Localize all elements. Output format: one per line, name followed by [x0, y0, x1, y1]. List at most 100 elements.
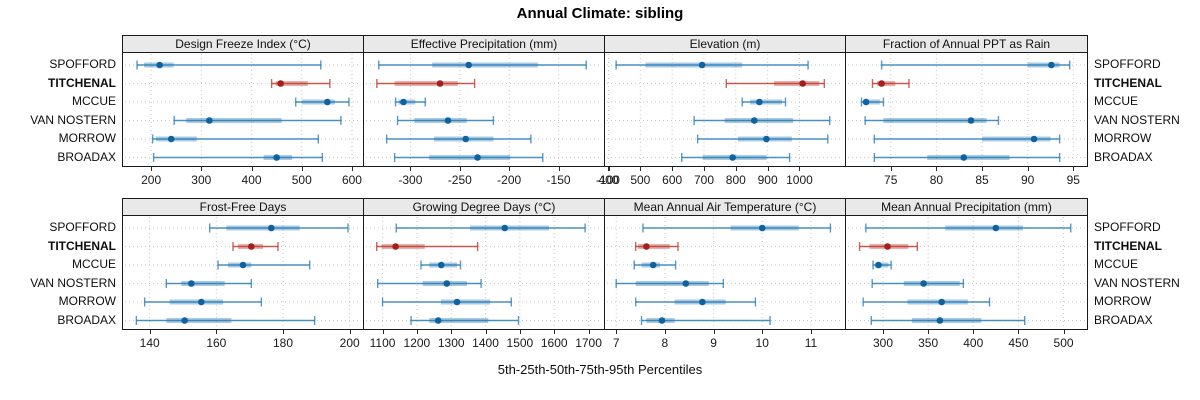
median-dot	[992, 224, 1000, 232]
x-axis-tick-label: 1500	[506, 336, 534, 350]
x-axis-tick-label: -200	[497, 173, 522, 187]
x-axis-tick-label: 200	[339, 336, 360, 350]
median-dot	[501, 224, 509, 232]
x-axis-tick-label: 8	[661, 336, 669, 350]
site-series	[880, 60, 1071, 70]
x-axis-tick-label: 600	[662, 173, 683, 187]
panel-strip: Effective Precipitation (mm)	[363, 35, 605, 53]
median-dot	[465, 61, 472, 69]
axis-tick	[451, 330, 453, 334]
axis-tick	[973, 330, 975, 334]
x-axis-tick-label: 500	[291, 173, 312, 187]
x-axis-tick-label: 1300	[437, 336, 465, 350]
median-dot	[277, 80, 284, 87]
x-axis-tick-label: 400	[241, 173, 262, 187]
panel-plot	[363, 52, 605, 167]
panel-strip-title: Elevation (m)	[689, 37, 761, 51]
axis-tick	[640, 167, 642, 171]
panel-strip-title: Mean Annual Air Temperature (°C)	[633, 200, 817, 214]
panel-plot-svg	[366, 217, 602, 328]
median-dot	[453, 298, 461, 306]
site-series	[395, 223, 586, 233]
median-dot	[698, 61, 706, 69]
panel-strip-title: Growing Degree Days (°C)	[412, 200, 556, 214]
site-label-right: BROADAX	[1094, 149, 1153, 164]
axis-tick	[416, 330, 418, 334]
site-series	[634, 242, 679, 251]
site-series	[615, 60, 809, 70]
median-dot	[1048, 61, 1055, 69]
median-dot	[763, 135, 770, 143]
site-label-right: SPOFFORD	[1094, 57, 1161, 71]
site-series	[873, 153, 1061, 162]
site-series	[410, 316, 520, 325]
x-axis-tick-label: 10	[755, 336, 769, 350]
site-label-right: TITCHENAL	[1094, 75, 1162, 90]
x-axis-tick-label: 300	[872, 336, 894, 350]
site-series	[270, 79, 331, 88]
site-label-left: MORROW	[58, 294, 116, 308]
median-dot	[884, 243, 891, 250]
median-dot	[699, 298, 706, 306]
site-label-left: MORROW	[58, 131, 116, 145]
axis-tick	[664, 330, 666, 334]
panel-strip: Mean Annual Air Temperature (°C)	[604, 198, 846, 216]
site-label-right: MORROW	[1094, 131, 1152, 145]
x-axis-tick-label: 75	[884, 173, 898, 187]
median-dot	[643, 243, 650, 250]
axis-tick	[151, 167, 153, 171]
median-dot	[758, 224, 766, 232]
x-axis-tick-label: 900	[757, 173, 778, 187]
median-dot	[960, 154, 968, 161]
median-dot	[682, 280, 690, 287]
median-dot	[156, 61, 163, 69]
median-dot	[206, 117, 213, 124]
median-dot	[443, 280, 451, 287]
site-label-left: MCCUE	[72, 94, 116, 108]
x-axis-tick-label: 700	[693, 173, 714, 187]
median-dot	[181, 317, 188, 324]
site-label-left: VAN NOSTERN	[30, 275, 116, 290]
median-dot	[198, 298, 205, 306]
median-dot	[875, 261, 882, 269]
panel-strip-title: Frost-Free Days	[199, 200, 287, 214]
site-series	[135, 316, 316, 325]
site-label-right: MCCUE	[1094, 94, 1138, 108]
site-series	[725, 79, 826, 88]
panel-plot-svg	[125, 54, 361, 165]
axis-tick	[485, 330, 487, 334]
panel-plot	[122, 215, 364, 330]
axis-tick	[519, 330, 521, 334]
x-axis-tick-label: 800	[725, 173, 746, 187]
site-series	[640, 316, 771, 325]
site-label-left: BROADAX	[57, 312, 116, 327]
x-axis-tick-label: -250	[447, 173, 472, 187]
site-series	[642, 223, 832, 233]
median-dot	[434, 317, 442, 324]
panel-plot	[363, 215, 605, 330]
site-label-right: TITCHENAL	[1094, 238, 1162, 253]
x-axis-tick-label: 400	[598, 173, 619, 187]
panel-plot	[122, 52, 364, 167]
panel-strip-title: Design Freeze Index (°C)	[175, 37, 311, 51]
median-dot	[462, 135, 470, 143]
axis-tick	[810, 330, 812, 334]
axis-tick	[382, 330, 384, 334]
x-axis-tick-label: 1600	[540, 336, 568, 350]
site-series	[381, 297, 512, 307]
site-series	[633, 260, 677, 270]
axis-tick	[1063, 330, 1065, 334]
median-dot	[268, 224, 275, 232]
site-label-left: SPOFFORD	[49, 220, 116, 234]
median-dot	[392, 243, 399, 250]
panel-strip-title: Effective Precipitation (mm)	[410, 37, 558, 51]
x-axis-tick-label: 1400	[472, 336, 499, 350]
site-label-left: MCCUE	[72, 257, 116, 271]
site-label-left: TITCHENAL	[48, 75, 116, 90]
site-series	[377, 279, 482, 288]
site-label-right: SPOFFORD	[1094, 220, 1161, 234]
median-dot	[878, 80, 885, 87]
site-label-left: VAN NOSTERN	[30, 112, 116, 127]
axis-tick	[928, 330, 930, 334]
axis-tick	[762, 330, 764, 334]
